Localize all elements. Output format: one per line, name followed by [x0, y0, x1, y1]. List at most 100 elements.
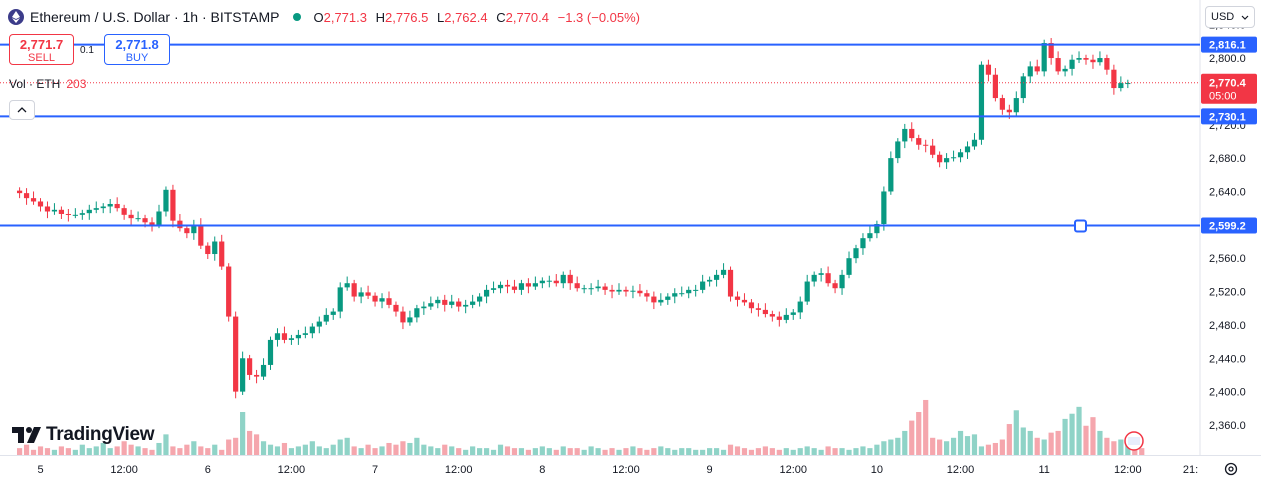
- volume-bar: [267, 444, 274, 455]
- volume-bar: [72, 449, 78, 455]
- volume-bar: [525, 449, 531, 455]
- settings-gear-icon[interactable]: [1222, 460, 1240, 478]
- candle-body: [330, 311, 336, 315]
- candle-body: [267, 339, 274, 365]
- volume-bar: [470, 446, 476, 455]
- volume-bar: [295, 446, 301, 455]
- candle-body: [553, 280, 559, 284]
- candle-body: [400, 311, 406, 323]
- volume-bar: [219, 449, 225, 455]
- candle-body: [114, 203, 120, 209]
- currency-select[interactable]: USD: [1205, 6, 1255, 28]
- volume-bar: [874, 444, 880, 455]
- symbol-title[interactable]: Ethereum / U.S. Dollar · 1h · BITSTAMP: [30, 9, 280, 25]
- line-drag-handle[interactable]: [1074, 219, 1087, 233]
- candle-body: [407, 317, 413, 323]
- volume-bar: [79, 444, 85, 455]
- candle-body: [358, 292, 364, 297]
- volume-bar: [700, 449, 706, 455]
- candle-body: [930, 145, 936, 155]
- x-tick-label: 12:00: [779, 464, 807, 476]
- candle-body: [16, 190, 23, 194]
- candle-body: [456, 301, 462, 307]
- volume-bar: [832, 448, 838, 455]
- volume-bar: [964, 436, 971, 455]
- candle-body: [344, 283, 350, 288]
- candle-body: [463, 304, 469, 307]
- volume-bar: [302, 444, 308, 455]
- candle-body: [483, 289, 490, 297]
- volume-bar: [93, 446, 99, 455]
- candle-body: [665, 296, 671, 300]
- volume-bar: [950, 437, 957, 455]
- candle-body: [44, 206, 51, 212]
- buy-button[interactable]: 2,771.8 BUY: [104, 34, 170, 65]
- volume-bar: [839, 448, 845, 455]
- x-tick-label: 12:00: [278, 464, 306, 476]
- ohlc-values: O2,771.3 H2,776.5 L2,762.4 C2,770.4 −1.3…: [313, 9, 641, 25]
- volume-bar: [337, 439, 343, 455]
- volume-bar: [686, 448, 692, 455]
- volume-bar: [651, 448, 657, 455]
- candle-body: [567, 274, 573, 284]
- volume-bar: [414, 437, 420, 455]
- candle-body: [700, 281, 706, 290]
- volume-bar: [665, 448, 671, 455]
- volume-bar: [365, 444, 371, 455]
- candle-body: [748, 302, 755, 309]
- candle-body: [1083, 58, 1089, 60]
- volume-bar: [156, 442, 162, 455]
- candle-body: [421, 306, 427, 309]
- volume-bar: [713, 448, 720, 455]
- candle-body: [713, 274, 720, 280]
- volume-bar: [588, 446, 594, 455]
- candle-body: [658, 299, 664, 303]
- x-tick-label: 7: [372, 464, 378, 476]
- volume-bar: [658, 446, 664, 455]
- spread-value: 0.1: [80, 45, 94, 56]
- volume-bar: [393, 444, 399, 455]
- candle-body: [923, 144, 929, 146]
- candle-body: [107, 203, 113, 207]
- volume-bar: [260, 441, 267, 455]
- y-tick-label: 2,680.0: [1209, 153, 1246, 165]
- volume-bar: [707, 448, 713, 455]
- candle-body: [386, 298, 392, 305]
- candle-body: [93, 208, 99, 210]
- candle-body: [853, 248, 859, 259]
- sell-button[interactable]: 2,771.7 SELL: [9, 34, 74, 65]
- volume-bar: [1062, 418, 1068, 455]
- candle-body: [574, 283, 580, 289]
- candle-body: [100, 206, 106, 209]
- candle-body: [762, 309, 768, 315]
- volume-bar: [637, 448, 643, 455]
- collapse-legend-button[interactable]: [9, 100, 35, 120]
- candle-body: [588, 288, 594, 290]
- volume-bar: [16, 448, 23, 455]
- y-tick-label: 2,480.0: [1209, 320, 1246, 332]
- volume-bar: [233, 437, 239, 455]
- candle-body: [274, 333, 281, 340]
- candle-body: [937, 154, 943, 163]
- candle-body: [581, 288, 587, 290]
- candle-body: [1125, 83, 1131, 85]
- volume-bar: [128, 444, 134, 455]
- volume-bar: [734, 446, 741, 455]
- candle-body: [783, 314, 789, 320]
- line-price-tag: [1201, 217, 1257, 234]
- tradingview-logo[interactable]: TradingView: [12, 424, 155, 446]
- volume-bar: [853, 448, 859, 455]
- y-tick-label: 2,800.0: [1209, 53, 1246, 65]
- x-tick-label: 21:: [1183, 464, 1198, 476]
- x-tick-label: 12:00: [947, 464, 975, 476]
- volume-bar: [595, 448, 601, 455]
- volume-bar: [449, 446, 455, 455]
- candle-body: [811, 274, 817, 282]
- candle-body: [679, 293, 685, 295]
- volume-bar: [1013, 410, 1019, 455]
- volume-bar: [226, 439, 232, 455]
- volume-bar: [135, 446, 141, 455]
- volume-bar: [400, 441, 406, 455]
- candle-body: [288, 338, 295, 340]
